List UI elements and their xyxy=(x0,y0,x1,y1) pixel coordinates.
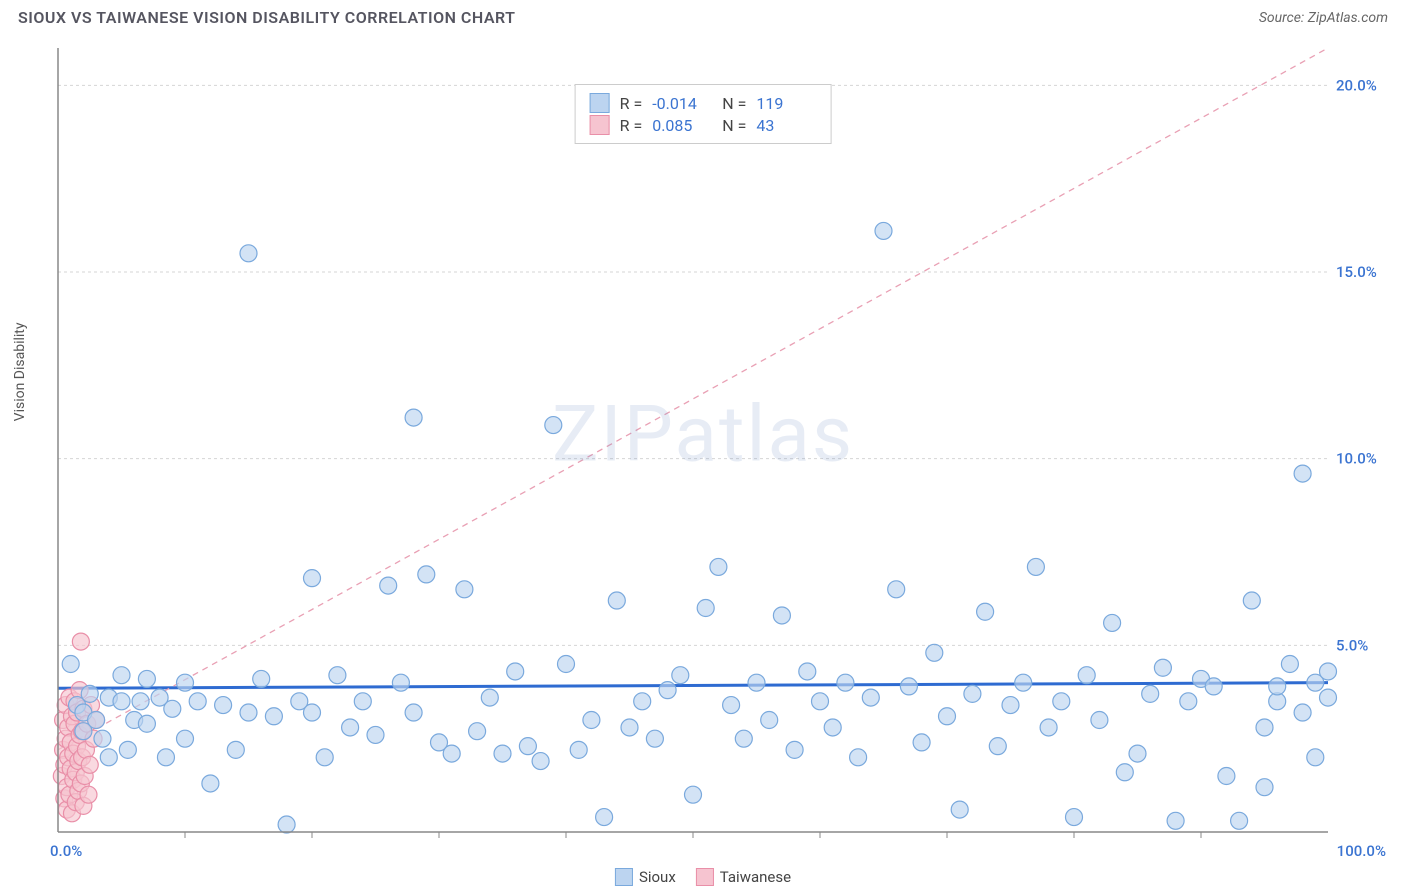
legend-swatch xyxy=(696,868,714,886)
chart-title: SIOUX VS TAIWANESE VISION DISABILITY COR… xyxy=(18,8,516,27)
legend-item: Sioux xyxy=(615,868,676,886)
svg-text:20.0%: 20.0% xyxy=(1336,76,1377,94)
svg-text:15.0%: 15.0% xyxy=(1336,263,1377,281)
legend-swatch xyxy=(590,93,610,113)
svg-text:10.0%: 10.0% xyxy=(1336,450,1377,468)
legend-item: Taiwanese xyxy=(696,868,791,886)
x-axis-end-label: 100.0% xyxy=(1337,842,1386,860)
bottom-legend: Sioux Taiwanese xyxy=(615,868,791,886)
legend-swatch xyxy=(615,868,633,886)
svg-text:5.0%: 5.0% xyxy=(1336,636,1368,654)
scatter-plot-svg: 5.0% 10.0% 15.0% 20.0% xyxy=(18,40,1388,862)
x-axis-start-label: 0.0% xyxy=(50,842,82,860)
y-axis-label: Vision Disability xyxy=(12,322,28,421)
legend-label: Sioux xyxy=(639,868,676,886)
source-label: Source: ZipAtlas.com xyxy=(1259,10,1388,26)
stats-legend-box: R =-0.014N =119R =0.085N =43 xyxy=(575,84,832,144)
legend-label: Taiwanese xyxy=(720,868,791,886)
stats-row: R =0.085N =43 xyxy=(590,115,817,135)
legend-swatch xyxy=(590,115,610,135)
chart-area: Vision Disability 5.0%10.0%15.0%20.0% ZI… xyxy=(18,40,1388,862)
stats-row: R =-0.014N =119 xyxy=(590,93,817,113)
